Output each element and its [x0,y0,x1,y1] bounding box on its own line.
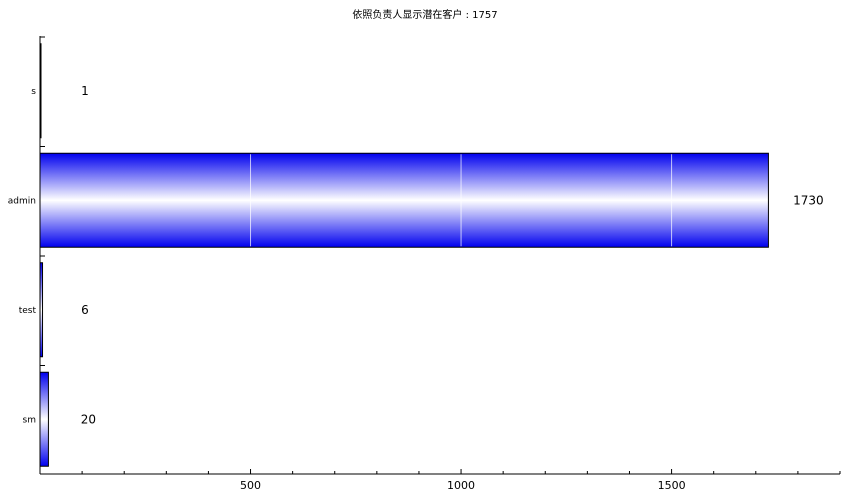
y-tick-label: admin [8,196,36,206]
chart-title: 依照负责人显示潜在客户 : 1757 [352,8,497,21]
data-label-admin: 1730 [793,193,824,207]
x-tick-label: 1500 [658,479,686,492]
y-tick-label: test [19,306,37,316]
bar-admin [39,152,769,248]
data-label-sm: 20 [81,412,96,426]
x-tick-label: 500 [240,479,261,492]
x-tick-label: 1000 [447,479,475,492]
data-label-test: 6 [81,303,89,317]
bar-sm [39,371,49,467]
y-tick-label: s [31,87,36,97]
y-tick-label: sm [23,415,36,425]
bar-s [39,43,42,139]
bar-test [39,262,44,358]
data-label-s: 1 [81,84,89,98]
